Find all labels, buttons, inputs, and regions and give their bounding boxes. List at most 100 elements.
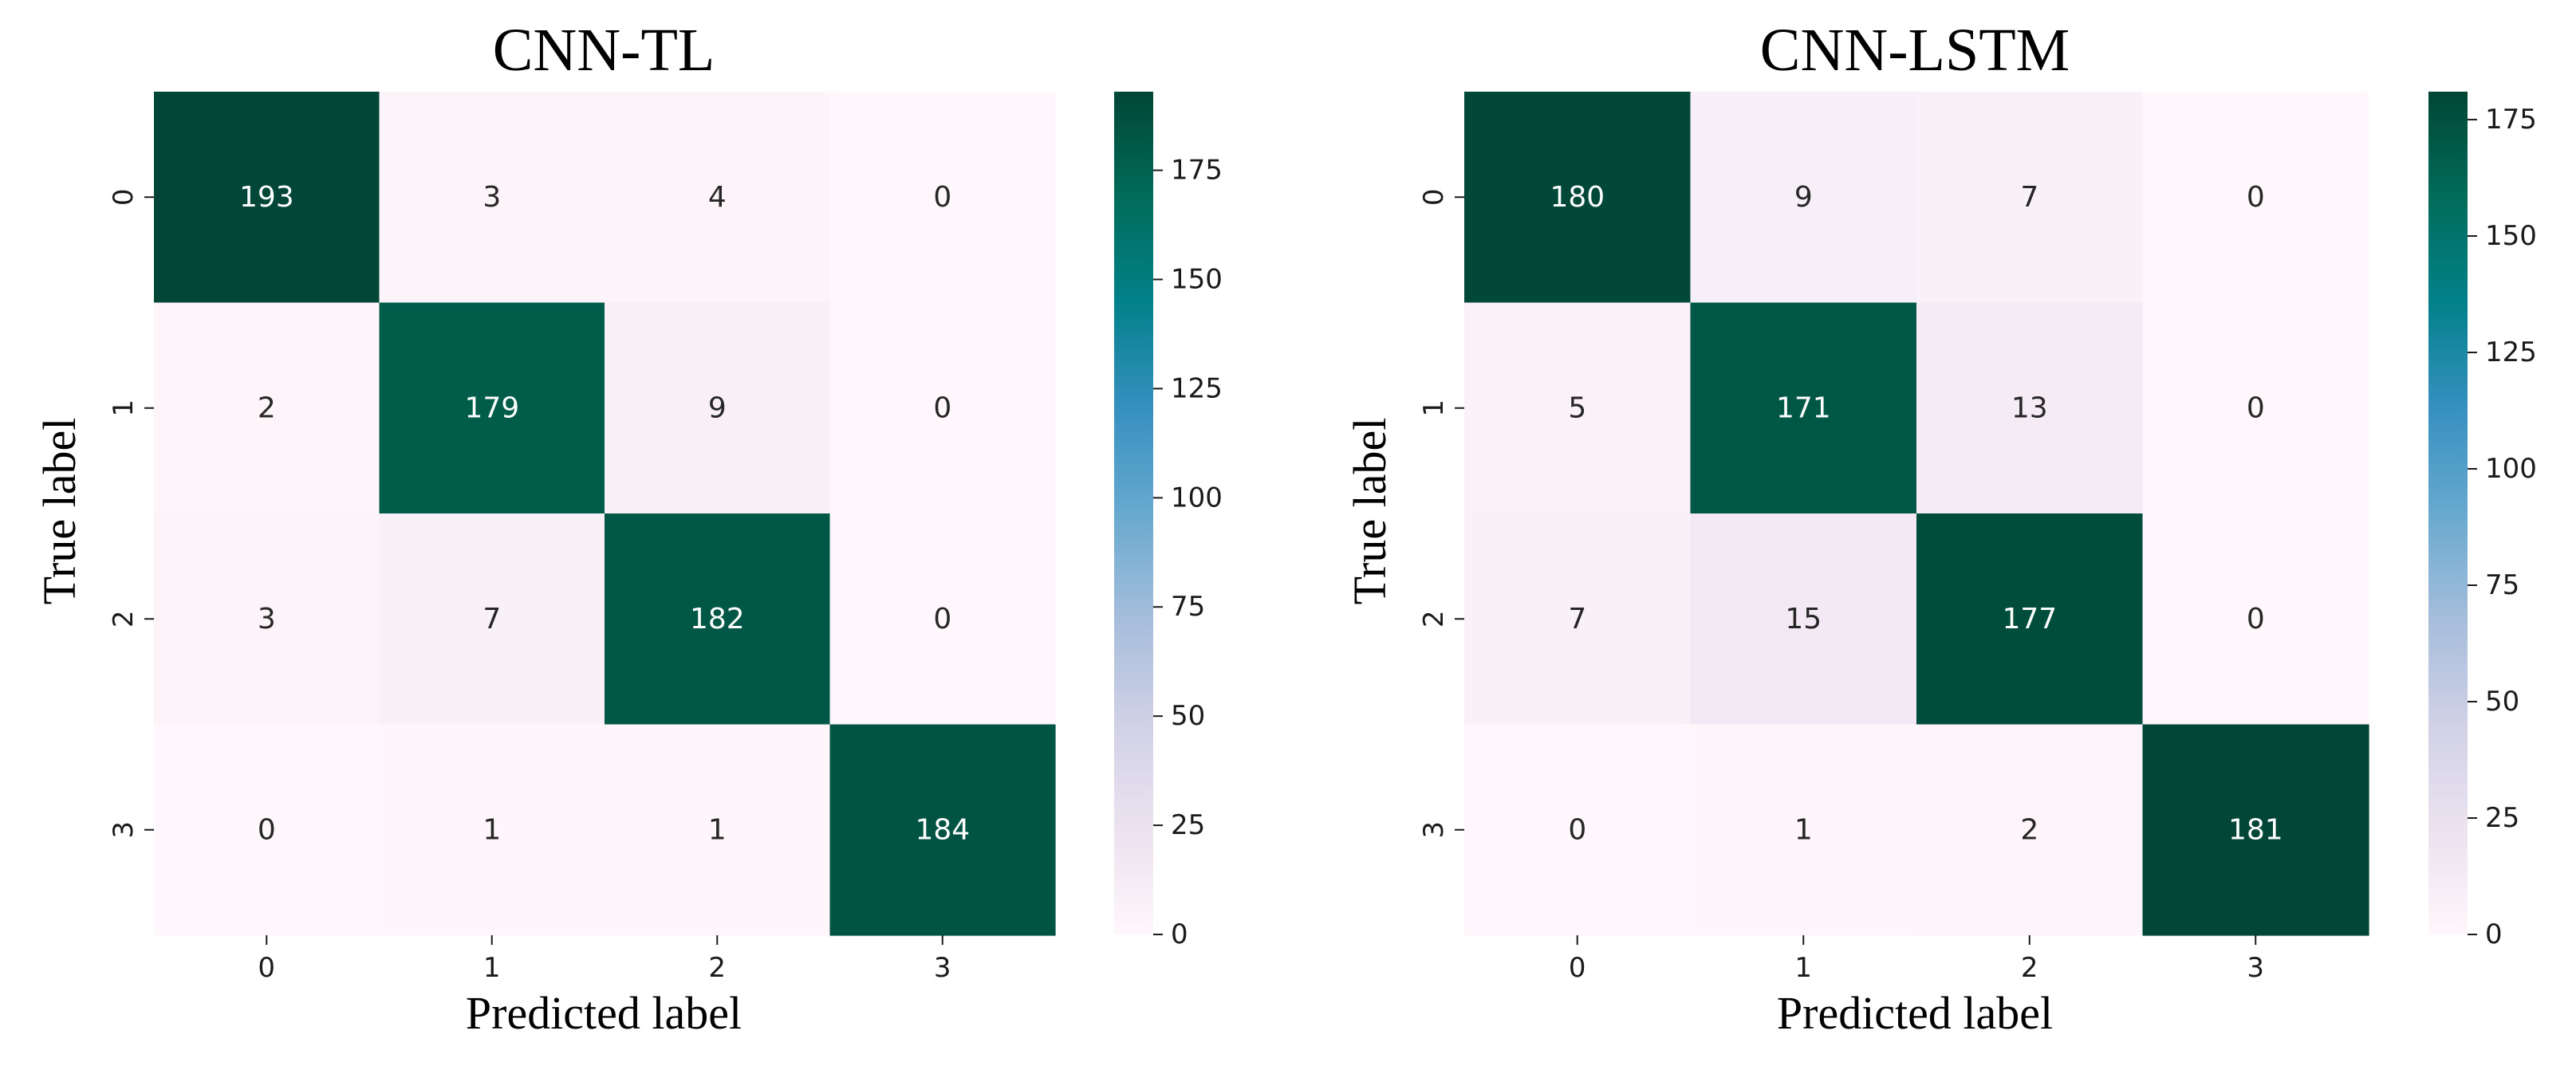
cell-value-label: 7 [483, 603, 501, 635]
heatmap-cell-r2-c3 [2142, 513, 2369, 726]
y-axis-label: True label [1344, 418, 1396, 605]
x-ticks: 0 1 2 3 [258, 935, 951, 984]
cell-value-label: 9 [708, 391, 727, 424]
cell-value-label: 171 [1776, 391, 1831, 424]
y-tick-label: 3 [108, 821, 140, 839]
heatmap-cell-r3-c3 [2142, 724, 2369, 936]
heatmap-cell-r1-c1 [379, 302, 605, 514]
x-tick-label: 2 [2021, 952, 2038, 984]
heatmap-cell-r0-c1 [379, 92, 605, 304]
colorbar-tick-label: 50 [2485, 686, 2519, 718]
heatmap-cell-r2-c2 [1916, 513, 2144, 726]
colorbar-tick-label: 150 [2485, 220, 2537, 252]
confusion-matrix-panel-cnn-lstm: CNN-LSTM True label Predicted label 180 9… [1344, 17, 2537, 1039]
cell-value-label: 0 [933, 603, 951, 635]
heatmap-cell-r1-c3 [2142, 302, 2369, 514]
cell-value-label: 182 [690, 603, 745, 635]
cell-value-label: 7 [2020, 181, 2038, 214]
heatmap-cell-r1-c3 [829, 302, 1056, 514]
cell-value-label: 184 [915, 813, 970, 846]
y-tick-label: 1 [108, 399, 140, 417]
colorbar-gradient [2428, 92, 2468, 934]
chart-title: CNN-TL [493, 17, 715, 84]
colorbar-tick-label: 150 [1171, 263, 1223, 295]
cell-value-label: 2 [2020, 813, 2038, 846]
heatmap-cell-r3-c0 [154, 724, 380, 936]
heatmap-cells: 180 9 7 0 5 171 13 0 7 15 177 0 0 1 2 181 [1464, 92, 2369, 936]
cell-value-label: 0 [2247, 391, 2265, 424]
colorbar: 0 25 50 75 100 125 150 175 [1114, 92, 1223, 950]
x-tick-label: 1 [1794, 952, 1812, 984]
colorbar-tick-label: 100 [1171, 482, 1223, 513]
heatmap-cell-r3-c2 [1916, 724, 2144, 936]
heatmap-cell-r0-c0 [1464, 92, 1692, 304]
cell-value-label: 7 [1568, 603, 1586, 635]
cell-value-label: 5 [1568, 391, 1586, 424]
cell-value-label: 13 [2011, 391, 2048, 424]
heatmap-cell-r2-c0 [154, 513, 380, 726]
heatmap-cell-r2-c3 [829, 513, 1056, 726]
cell-value-label: 3 [483, 181, 501, 214]
colorbar-tick-label: 0 [2485, 919, 2503, 950]
cell-value-label: 193 [239, 181, 294, 214]
y-tick-label: 3 [1418, 821, 1450, 839]
colorbar: 0 25 50 75 100 125 150 175 [2428, 92, 2537, 950]
y-tick-label: 0 [108, 188, 140, 206]
heatmap-cell-r0-c2 [1916, 92, 2144, 304]
x-tick-label: 1 [483, 952, 501, 984]
cell-value-label: 4 [708, 181, 727, 214]
y-tick-label: 1 [1418, 399, 1450, 417]
heatmap-cell-r2-c1 [1690, 513, 1917, 726]
heatmap-cell-r2-c0 [1464, 513, 1692, 726]
cell-value-label: 1 [708, 813, 727, 846]
y-tick-label: 0 [1418, 188, 1450, 206]
cell-value-label: 2 [258, 391, 276, 424]
cell-value-label: 0 [258, 813, 276, 846]
colorbar-gradient [1114, 92, 1153, 934]
cell-value-label: 0 [2247, 181, 2265, 214]
colorbar-tick-label: 0 [1171, 919, 1188, 950]
y-ticks: 0 1 2 3 [1418, 188, 1464, 839]
heatmap-cell-r0-c3 [829, 92, 1056, 304]
cell-value-label: 181 [2228, 813, 2283, 846]
colorbar-tick-label: 125 [2485, 336, 2537, 368]
x-tick-label: 3 [934, 952, 951, 984]
heatmap-cell-r3-c1 [379, 724, 605, 936]
colorbar-tick-label: 75 [1171, 591, 1205, 623]
x-tick-label: 0 [258, 952, 275, 984]
x-tick-label: 0 [1569, 952, 1586, 984]
cell-value-label: 1 [483, 813, 501, 846]
heatmap-cell-r3-c1 [1690, 724, 1917, 936]
x-tick-label: 2 [708, 952, 726, 984]
colorbar-tick-label: 25 [1171, 809, 1205, 841]
colorbar-tick-label: 75 [2485, 569, 2519, 601]
colorbar-tick-label: 100 [2485, 453, 2537, 485]
cell-value-label: 3 [258, 603, 276, 635]
confusion-matrix-panel-cnn-tl: CNN-TL True label Predicted label 193 3 4 0… [33, 17, 1223, 1039]
heatmap-cell-r1-c1 [1690, 302, 1917, 514]
heatmap-cell-r3-c0 [1464, 724, 1692, 936]
cell-value-label: 0 [933, 181, 951, 214]
colorbar-tick-label: 50 [1171, 700, 1205, 732]
cell-value-label: 1 [1794, 813, 1813, 846]
y-tick-label: 2 [108, 610, 140, 627]
y-tick-label: 2 [1418, 610, 1450, 627]
y-axis-label: True label [33, 418, 85, 605]
chart-title: CNN-LSTM [1760, 17, 2070, 84]
heatmap-cells: 193 3 4 0 2 179 9 0 3 7 182 0 0 1 1 184 [154, 92, 1056, 936]
cell-value-label: 0 [933, 391, 951, 424]
cell-value-label: 0 [2247, 603, 2265, 635]
heatmap-cell-r0-c1 [1690, 92, 1917, 304]
heatmap-cell-r2-c2 [605, 513, 831, 726]
x-axis-label: Predicted label [1777, 987, 2053, 1039]
colorbar-tick-label: 125 [1171, 372, 1223, 404]
cell-value-label: 177 [2002, 603, 2057, 635]
heatmap-cell-r1-c0 [154, 302, 380, 514]
colorbar-tick-label: 175 [1171, 155, 1223, 187]
x-ticks: 0 1 2 3 [1569, 935, 2264, 984]
cell-value-label: 15 [1785, 603, 1822, 635]
cell-value-label: 180 [1550, 181, 1605, 214]
cell-value-label: 9 [1794, 181, 1813, 214]
heatmap-cell-r1-c2 [1916, 302, 2144, 514]
